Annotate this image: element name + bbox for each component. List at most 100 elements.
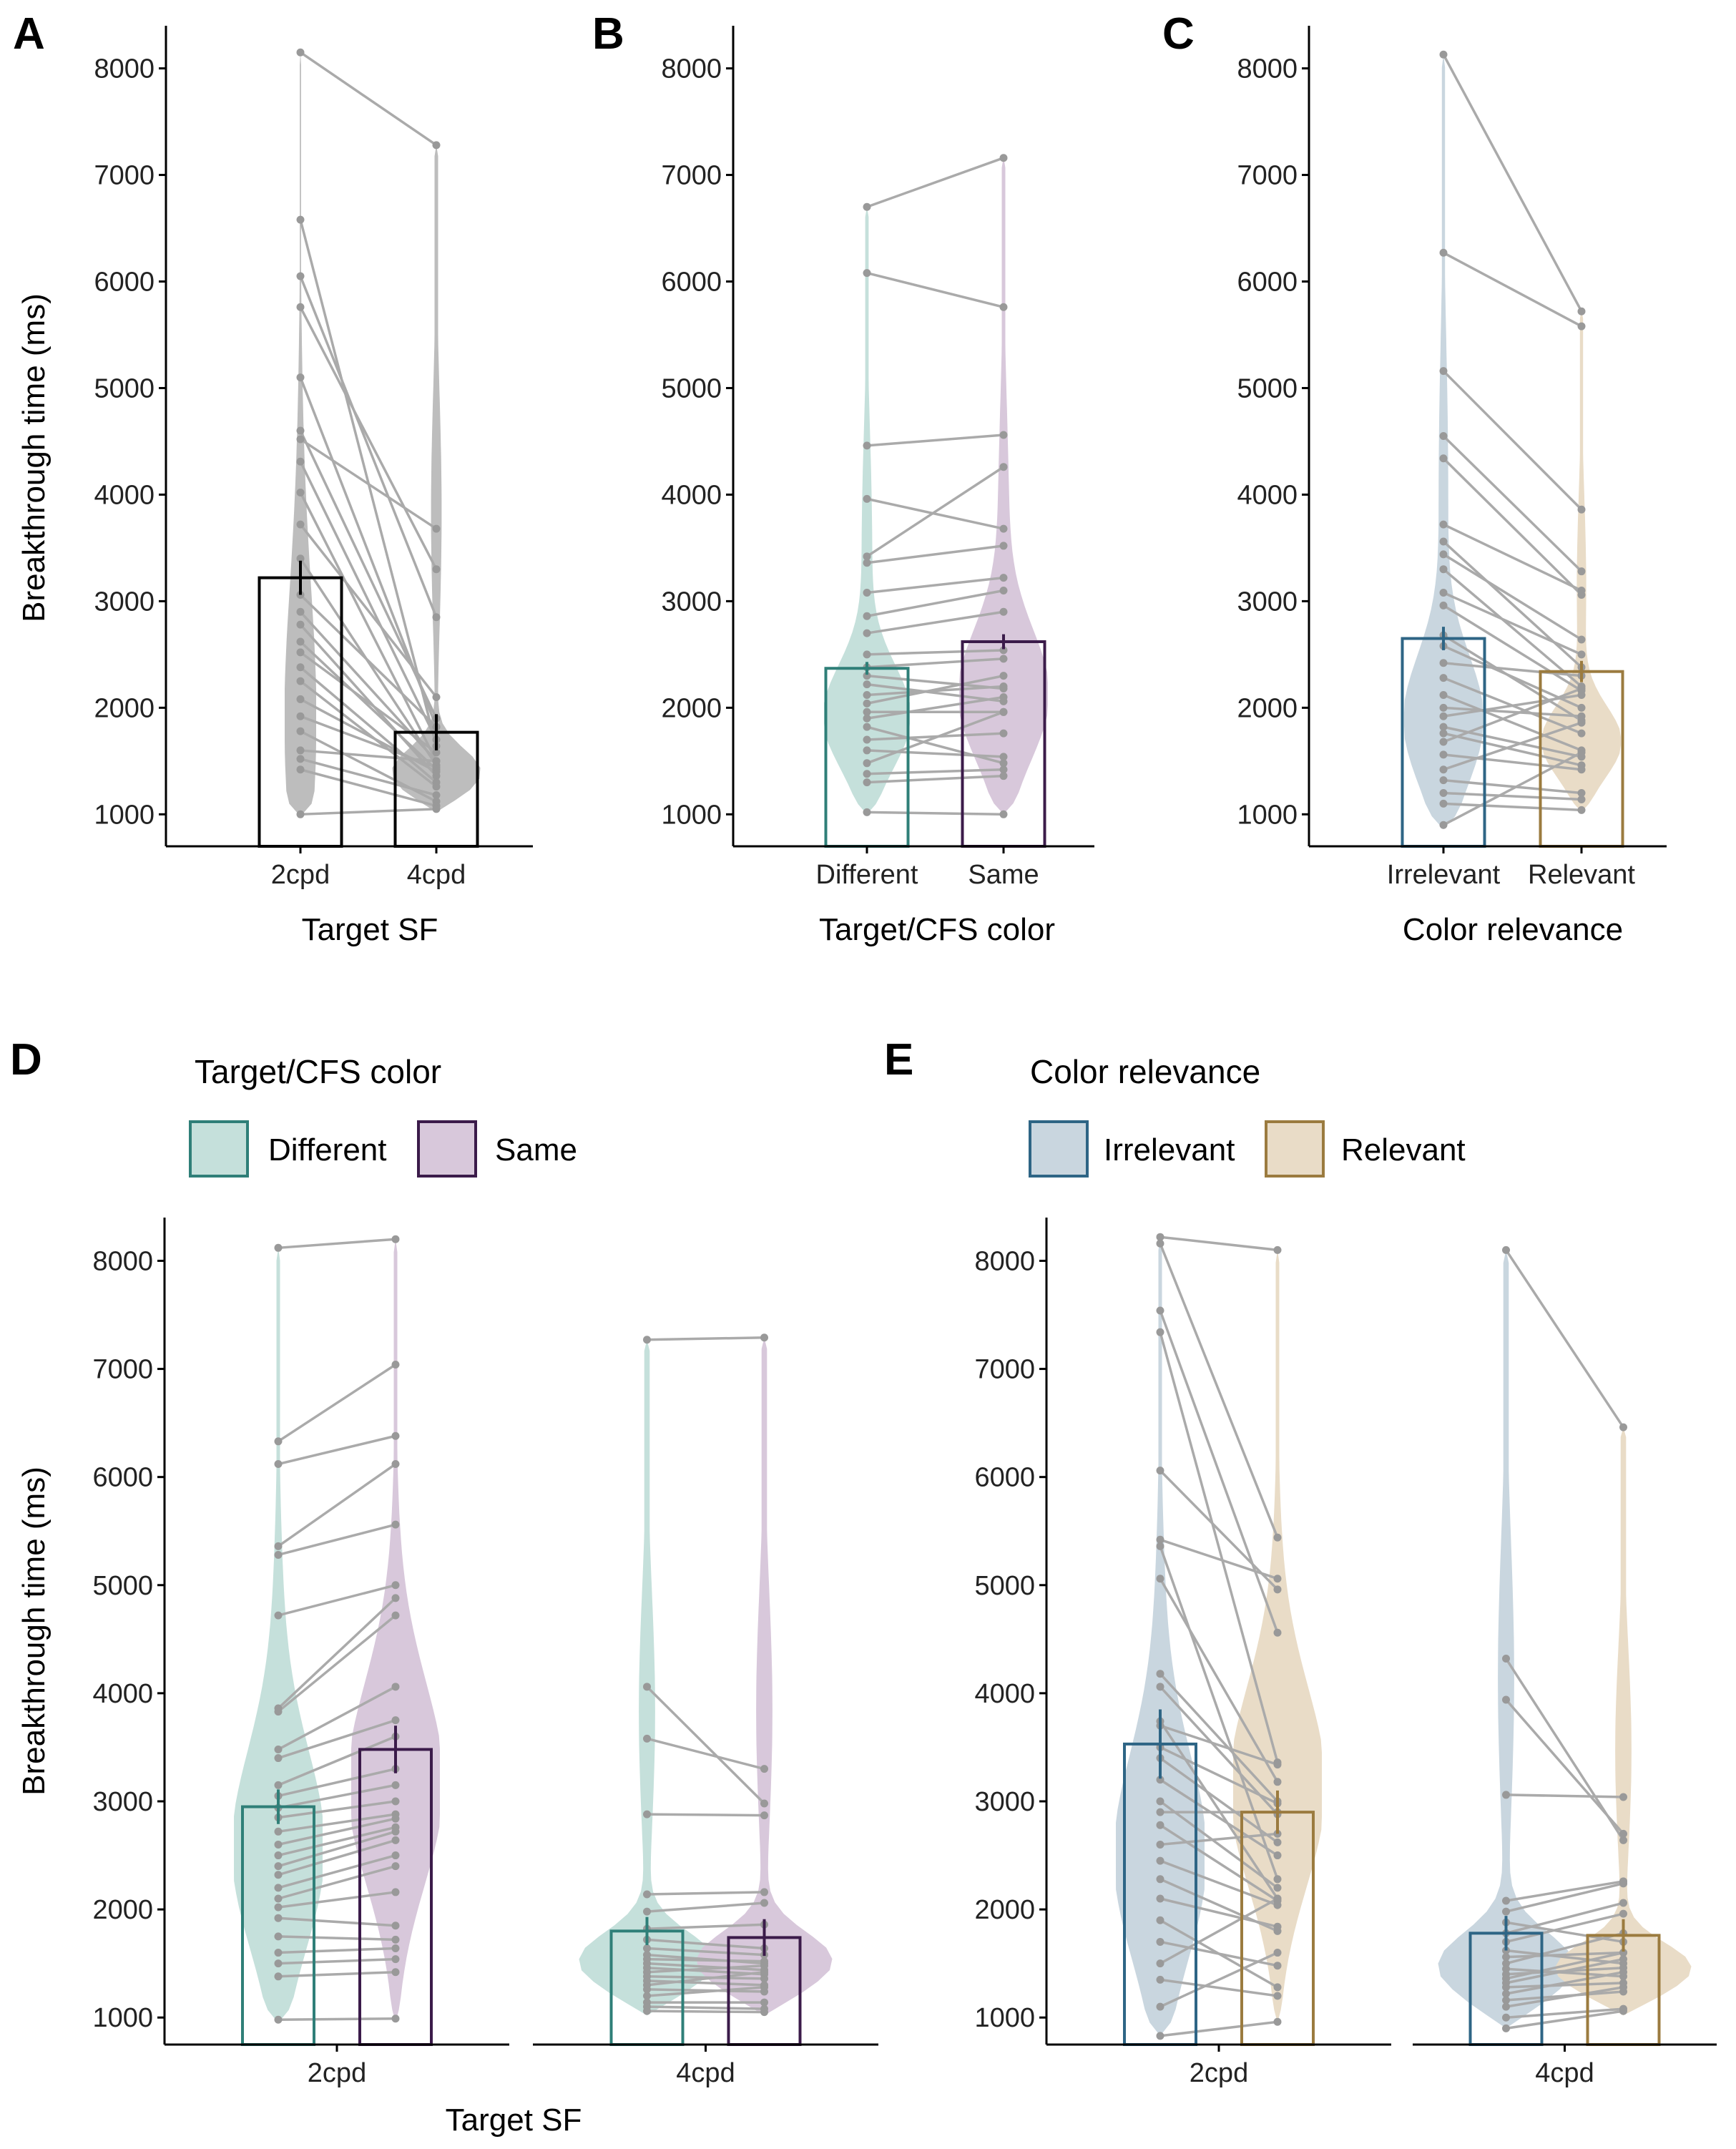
panel-e-violin-2cpd-0 (1116, 1237, 1205, 2036)
panel-e-2cpd-point (1273, 1628, 1282, 1637)
panel-a-point (296, 765, 305, 774)
panel-d-4cpd-pair-line (647, 1947, 765, 1957)
panel-c-pair-line (1443, 721, 1582, 771)
panel-d-4cpd-point (760, 1962, 768, 1970)
panel-e-2cpd-pair-line (1159, 1310, 1279, 1633)
panel-e-2cpd-pair-line (1159, 1724, 1278, 1766)
panel-d-2cpd-point (391, 1781, 400, 1789)
panel-b-point (999, 586, 1008, 594)
panel-e-2cpd-point (1156, 2032, 1164, 2040)
panel-a-pair-line (300, 438, 437, 530)
panel-d-2cpd-point (391, 1955, 400, 1964)
panel-d-2cpd-point (274, 1781, 283, 1789)
panel-d-4cpd-point (760, 1765, 768, 1773)
panel-e-2cpd-pair-line (1159, 1859, 1278, 1906)
panel-b-pair-line (866, 674, 1004, 690)
panel-b-point (863, 680, 871, 689)
panel-c-point (1439, 432, 1448, 440)
panel-d-2cpd-point (274, 1754, 283, 1763)
panel-d-4cpd-point (643, 1336, 651, 1344)
panel-b-point (999, 431, 1008, 439)
panel-c: 1000 2000 3000 4000 5000 6000 7000 8000 Irreleva… (1237, 26, 1667, 947)
panel-e-2cpd-point (1273, 1585, 1282, 1594)
panel-d-4cpd-point (643, 1734, 651, 1743)
panel-d-x-tick-label: 2cpd (308, 2058, 366, 2088)
panel-b-point (999, 682, 1008, 691)
panel-c-pair-line (1443, 591, 1582, 656)
panel-e-4cpd-point (1502, 1791, 1510, 1799)
panel-a-point (432, 524, 441, 533)
panel-b-point (999, 759, 1008, 768)
panel-c-pair-line (1443, 662, 1582, 677)
panel-c-point (1439, 738, 1448, 746)
panel-a-pair-line (299, 461, 438, 740)
panel-d-2cpd-pair-line (278, 1523, 396, 1557)
panel-b-pair-line (866, 710, 1004, 765)
panel-e-facet-2cpd: 2cpd (1046, 1233, 1391, 2088)
panel-c-point (1577, 765, 1586, 774)
panel-e-2cpd-point (1156, 1328, 1164, 1336)
panel-c-point (1439, 776, 1448, 785)
panel-b-point (999, 753, 1008, 761)
panel-e-4cpd-point (1502, 1996, 1510, 2004)
panel-d-4cpd-pair-line (647, 2010, 765, 2014)
panel-c-pair-line (1443, 251, 1582, 328)
panel-d-4cpd-point (643, 1944, 651, 1953)
panel-a-x-axis-title: Target SF (302, 912, 438, 947)
panel-label-d: D (10, 1035, 42, 1085)
panel-d-2cpd-point (391, 1683, 400, 1691)
panel-b-y-tick-label: 8000 (661, 54, 722, 84)
panel-c-point (1439, 601, 1448, 610)
panel-c-point (1577, 690, 1586, 699)
panel-e-2cpd-point (1273, 1245, 1282, 1254)
panel-a-point (296, 607, 305, 616)
panel-d-y-tick-label: 7000 (92, 1355, 153, 1385)
panel-c-plot: 1000 2000 3000 4000 5000 6000 7000 8000 Irreleva… (1237, 26, 1667, 890)
panel-d-2cpd-point (391, 1581, 400, 1590)
panel-c-point (1577, 505, 1586, 514)
panel-e-4cpd-point (1502, 1959, 1510, 1968)
panel-e-4cpd-pair-line (1506, 1932, 1624, 1965)
panel-d-4cpd-point (760, 1799, 768, 1808)
panel-a-point (432, 692, 441, 701)
panel-c-point (1439, 520, 1448, 529)
panel-a-point (296, 272, 305, 280)
panel-c-point (1577, 322, 1586, 331)
panel-b-point (999, 646, 1008, 655)
panel-d-2cpd-point (391, 1851, 400, 1860)
panel-b: 1000 2000 3000 4000 5000 6000 7000 8000 Differen… (661, 26, 1094, 947)
panel-d-2cpd-point (274, 1871, 283, 1879)
panel-d-2cpd-point (274, 1972, 283, 1981)
panel-e-2cpd-point (1156, 1808, 1164, 1816)
panel-c-y-tick-label: 6000 (1237, 268, 1298, 298)
panel-e-y-tick-label: 1000 (974, 2003, 1035, 2033)
panel-d-2cpd-pair-line (278, 1839, 396, 1876)
panel-d-4cpd-pair-line (647, 1891, 765, 1896)
panel-b-point (863, 202, 871, 211)
panel-b-pair-line (866, 589, 1004, 617)
panel-e-4cpd-point (1502, 1695, 1510, 1704)
panel-e-x-tick-label: 2cpd (1190, 2058, 1248, 2088)
panel-c-point (1577, 307, 1586, 315)
panel-b-point (863, 612, 871, 620)
panel-b-point (999, 524, 1008, 533)
panel-e-2cpd-point (1156, 1535, 1164, 1544)
panel-e-4cpd-pair-line (1506, 1951, 1624, 1980)
panel-b-y-tick-label: 4000 (661, 480, 722, 510)
panel-e-y-tick-label: 8000 (974, 1246, 1035, 1276)
panel-e-4cpd-pair-line (1506, 1951, 1624, 1959)
panel-c-y-tick-label: 7000 (1237, 161, 1298, 191)
panel-c-point (1577, 712, 1586, 720)
panel-b-pair-line (866, 434, 1004, 447)
panel-b-point (863, 746, 871, 755)
panel-e-2cpd-pair-line (1159, 1978, 1278, 1997)
panel-e-2cpd-point (1156, 1542, 1164, 1550)
panel-e-4cpd-point (1619, 1909, 1627, 1918)
panel-a-point (296, 677, 305, 685)
panel-d-2cpd-pair-line (278, 1971, 396, 1978)
panel-d-4cpd-pair-line (647, 1962, 765, 1972)
panel-b-pair-line (866, 774, 1004, 784)
panel-c-point (1439, 750, 1448, 759)
panel-e-2cpd-point (1156, 1856, 1164, 1865)
panel-d-2cpd-point (274, 1437, 283, 1446)
